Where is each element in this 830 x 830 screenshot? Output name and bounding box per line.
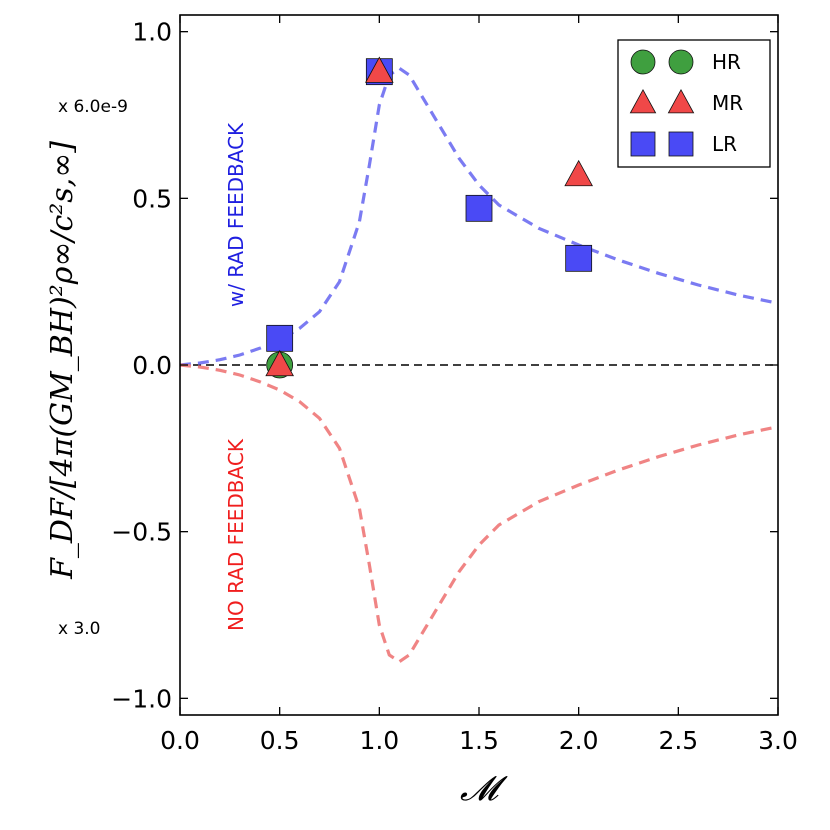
legend-marker-mr — [629, 88, 657, 114]
legend-label-hr: HR — [712, 50, 741, 74]
legend: HR MR LR — [617, 39, 771, 168]
x-tick-label: 0.5 — [260, 726, 300, 755]
annotation-rad-feedback: w/ RAD FEEDBACK — [224, 122, 248, 307]
y-tick-label: 0.5 — [132, 184, 172, 213]
legend-marker-lr — [630, 131, 656, 157]
legend-marker-mr — [667, 88, 695, 114]
point-lr — [266, 324, 294, 352]
legend-marker-lr — [668, 131, 694, 157]
x-tick-label: 2.0 — [559, 726, 599, 755]
y-tick-label: −1.0 — [111, 684, 172, 713]
legend-marker-hr — [630, 49, 656, 75]
labels: 𝓜 F_DF/[4π(GM_BH)²ρ∞/c²s,∞] x 6.0e-9 x 3.0 w… — [45, 97, 508, 809]
point-mr — [265, 349, 294, 377]
legend-label-mr: MR — [712, 91, 743, 115]
y-tick-label: 1.0 — [132, 18, 172, 47]
point-lr — [465, 194, 493, 222]
y-tick-label: 0.0 — [132, 351, 172, 380]
point-mr — [365, 56, 394, 83]
plot-area — [179, 56, 779, 664]
curve-rad-feedback — [179, 66, 779, 367]
scale-label-lower: x 3.0 — [58, 619, 101, 639]
x-tick-label: 1.5 — [459, 726, 499, 755]
x-tick-label: 2.5 — [658, 726, 698, 755]
curve-no-rad-feedback — [179, 363, 779, 664]
x-tick-label: 1.0 — [359, 726, 399, 755]
axes: 0.0 0.5 1.0 1.5 2.0 2.5 3.0 −1.0 −0.5 0.0 0.5 1.0 — [111, 14, 798, 755]
legend-marker-hr — [668, 49, 694, 75]
x-axis-title: 𝓜 — [460, 769, 508, 809]
x-tick-label: 3.0 — [758, 726, 798, 755]
x-tick-label: 0.0 — [160, 726, 200, 755]
legend-label-lr: LR — [712, 132, 737, 156]
annotation-no-rad-feedback: NO RAD FEEDBACK — [224, 438, 248, 631]
y-axis-title: F_DF/[4π(GM_BH)²ρ∞/c²s,∞] — [45, 141, 80, 580]
point-mr — [564, 159, 593, 187]
y-tick-label: −0.5 — [111, 518, 172, 547]
point-lr — [565, 244, 593, 272]
scale-label-upper: x 6.0e-9 — [58, 97, 128, 117]
